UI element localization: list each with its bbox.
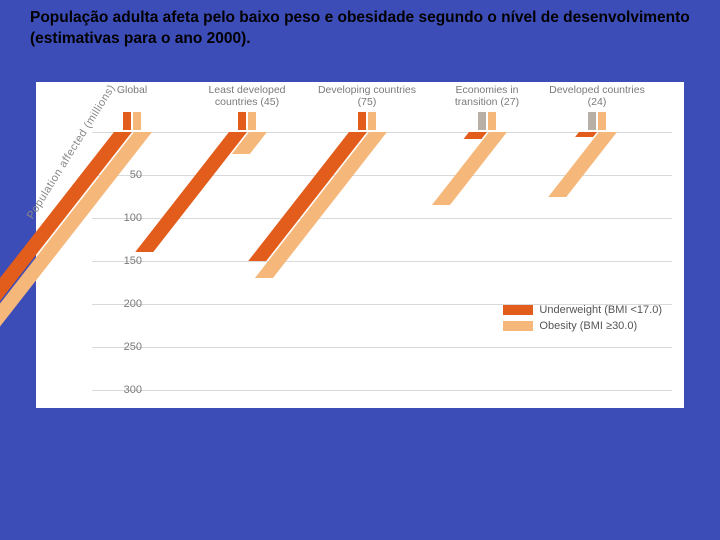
y-tick-label: 300 — [102, 384, 142, 396]
legend: Underweight (BMI <17.0) Obesity (BMI ≥30.… — [503, 304, 662, 336]
bar-obesity — [549, 132, 617, 197]
category-label: Global — [82, 84, 182, 96]
bar-underweight — [248, 132, 367, 261]
category-label: Economies in transition (27) — [437, 84, 537, 108]
chart-container: 50100150200250300GlobalLeast developed c… — [36, 82, 684, 408]
legend-swatch — [503, 321, 533, 331]
bar-obesity — [255, 132, 387, 278]
chart-title: População adulta afeta pelo baixo peso e… — [0, 0, 720, 54]
gridline — [92, 390, 672, 391]
category-label: Least developed countries (45) — [197, 84, 297, 108]
pictogram-icon — [227, 110, 267, 130]
legend-label: Underweight (BMI <17.0) — [539, 304, 662, 316]
y-tick-label: 250 — [102, 341, 142, 353]
category-label: Developing countries (75) — [317, 84, 417, 108]
legend-label: Obesity (BMI ≥30.0) — [539, 320, 637, 332]
pictogram-icon — [467, 110, 507, 130]
pictogram-icon — [112, 110, 152, 130]
gridline — [92, 261, 672, 262]
gridline — [92, 175, 672, 176]
y-tick-label: 100 — [102, 212, 142, 224]
legend-item: Underweight (BMI <17.0) — [503, 304, 662, 316]
gridline — [92, 347, 672, 348]
y-tick-label: 150 — [102, 255, 142, 267]
y-tick-label: 200 — [102, 298, 142, 310]
pictogram-icon — [577, 110, 617, 130]
category-label: Developed countries (24) — [547, 84, 647, 108]
bar-underweight — [135, 132, 247, 252]
legend-swatch — [503, 305, 533, 315]
plot-area: 50100150200250300GlobalLeast developed c… — [92, 82, 672, 390]
pictogram-icon — [347, 110, 387, 130]
bar-obesity — [432, 132, 507, 205]
legend-item: Obesity (BMI ≥30.0) — [503, 320, 662, 332]
bar-underweight — [575, 132, 597, 137]
